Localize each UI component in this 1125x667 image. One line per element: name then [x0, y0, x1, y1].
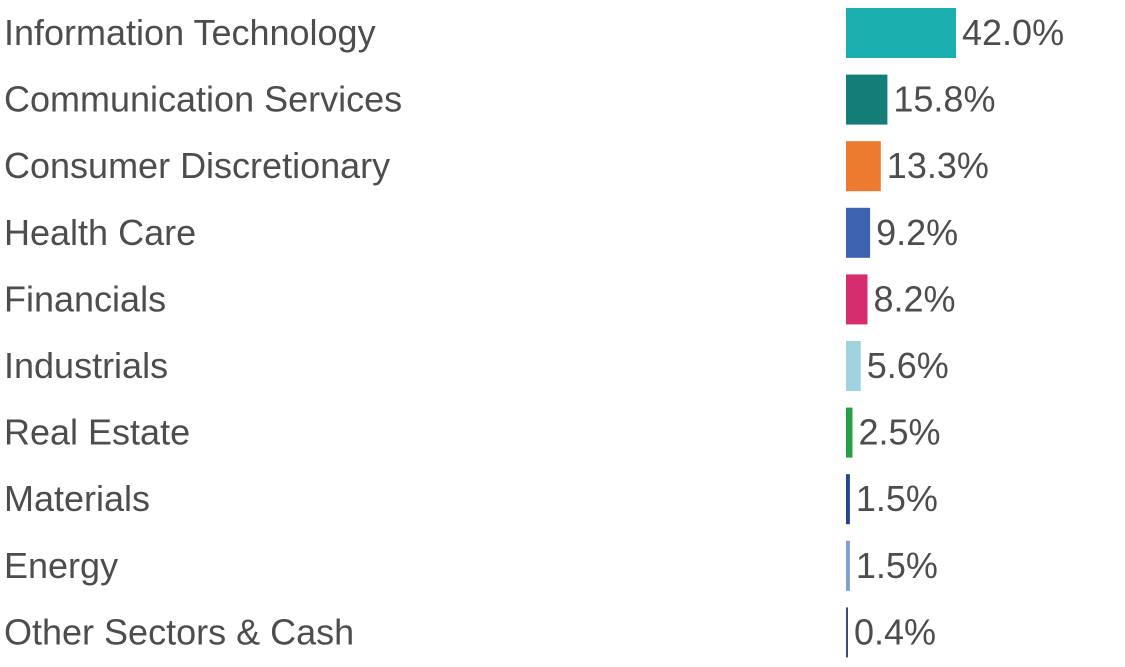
bar [846, 407, 853, 458]
category-label: Real Estate [4, 412, 190, 453]
bars-layer: Information Technology 42.0% Communication… [4, 8, 1064, 658]
category-label: Health Care [4, 212, 196, 253]
category-label: Materials [4, 478, 150, 519]
value-label: 15.8% [893, 79, 995, 120]
bar-row: Other Sectors & Cash 0.4% [4, 607, 936, 658]
value-label: 1.5% [856, 478, 938, 519]
bar-row: Energy 1.5% [4, 540, 938, 591]
category-label: Information Technology [4, 12, 376, 53]
value-label: 9.2% [876, 212, 958, 253]
value-label: 5.6% [867, 345, 949, 386]
category-label: Consumer Discretionary [4, 145, 390, 186]
bar [846, 74, 888, 125]
value-label: 0.4% [854, 611, 936, 652]
bar [846, 207, 871, 258]
value-label: 8.2% [874, 278, 956, 319]
bar-row: Consumer Discretionary 13.3% [4, 141, 989, 192]
bar-row: Materials 1.5% [4, 474, 938, 525]
bar [846, 474, 850, 525]
category-label: Other Sectors & Cash [4, 611, 354, 652]
bar-row: Information Technology 42.0% [4, 8, 1064, 58]
bar [846, 141, 881, 192]
bar [846, 274, 868, 325]
category-label: Financials [4, 278, 166, 319]
value-label: 13.3% [887, 145, 989, 186]
bar-row: Financials 8.2% [4, 274, 956, 325]
bar [846, 607, 848, 658]
bar-row: Industrials 5.6% [4, 341, 949, 391]
bar [846, 341, 861, 391]
category-label: Energy [4, 545, 118, 586]
bar [846, 540, 850, 591]
category-label: Industrials [4, 345, 168, 386]
category-label: Communication Services [4, 79, 402, 120]
value-label: 2.5% [859, 412, 941, 453]
bar-row: Real Estate 2.5% [4, 407, 941, 458]
bar-row: Communication Services 15.8% [4, 74, 995, 125]
bar-row: Health Care 9.2% [4, 207, 958, 258]
bar [846, 8, 956, 58]
value-label: 1.5% [856, 545, 938, 586]
value-label: 42.0% [962, 12, 1064, 53]
